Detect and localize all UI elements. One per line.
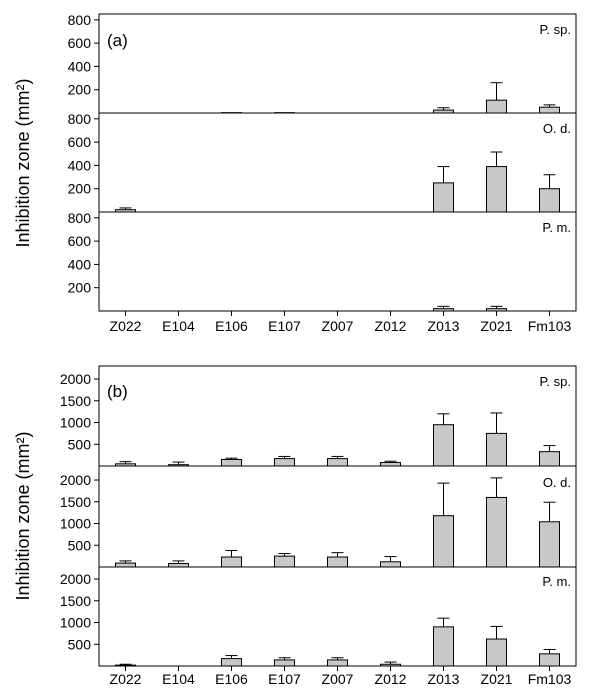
x-tick-label: E107 bbox=[268, 671, 301, 687]
bar bbox=[380, 561, 401, 568]
x-tick-label: Z021 bbox=[481, 318, 513, 334]
plot-frame bbox=[98, 13, 577, 312]
x-tick-label: E106 bbox=[215, 318, 248, 334]
bar bbox=[539, 106, 560, 114]
panel-label: (a) bbox=[107, 31, 128, 50]
y-tick-label: 1500 bbox=[60, 593, 91, 609]
bar bbox=[486, 638, 507, 667]
bar bbox=[539, 653, 560, 667]
bar bbox=[380, 663, 401, 667]
bar bbox=[433, 182, 454, 213]
bar bbox=[115, 562, 136, 568]
bar bbox=[539, 188, 560, 213]
y-tick-label: 500 bbox=[68, 537, 92, 553]
bar bbox=[433, 109, 454, 114]
y-tick-label: 1000 bbox=[60, 516, 91, 532]
subpanel-label: P. m. bbox=[542, 574, 571, 589]
bar bbox=[115, 463, 136, 467]
bar bbox=[433, 515, 454, 568]
y-tick-label: 600 bbox=[68, 35, 92, 51]
bar bbox=[221, 658, 242, 667]
y-tick-label: 1500 bbox=[60, 494, 91, 510]
y-tick-label: 600 bbox=[68, 134, 92, 150]
y-axis-label: Inhibition zone (mm²) bbox=[13, 431, 33, 600]
y-tick-label: 2000 bbox=[60, 472, 91, 488]
bar bbox=[433, 626, 454, 667]
x-tick-label: Fm103 bbox=[528, 671, 572, 687]
bar bbox=[486, 308, 507, 312]
x-tick-label: Z022 bbox=[110, 671, 142, 687]
y-tick-label: 500 bbox=[68, 636, 92, 652]
y-tick-label: 500 bbox=[68, 436, 92, 452]
bar bbox=[433, 308, 454, 312]
y-tick-label: 200 bbox=[68, 181, 92, 197]
y-tick-label: 2000 bbox=[60, 371, 91, 387]
bar bbox=[115, 664, 136, 667]
y-tick-label: 400 bbox=[68, 157, 92, 173]
bar bbox=[221, 556, 242, 568]
bar bbox=[486, 432, 507, 467]
y-tick-label: 600 bbox=[68, 233, 92, 249]
y-tick-label: 800 bbox=[68, 111, 92, 127]
bar bbox=[168, 464, 189, 467]
bar bbox=[486, 166, 507, 213]
bar bbox=[327, 556, 348, 568]
y-tick-label: 200 bbox=[68, 82, 92, 98]
x-tick-label: Z012 bbox=[375, 671, 407, 687]
x-tick-label: Z007 bbox=[322, 671, 354, 687]
bar bbox=[327, 659, 348, 667]
y-tick-label: 400 bbox=[68, 256, 92, 272]
subpanel-label: O. d. bbox=[543, 475, 571, 490]
x-tick-label: E107 bbox=[268, 318, 301, 334]
x-tick-label: E104 bbox=[162, 671, 195, 687]
bar bbox=[221, 458, 242, 467]
y-axis-label: Inhibition zone (mm²) bbox=[13, 78, 33, 247]
panel-label: (b) bbox=[107, 382, 128, 401]
x-tick-label: E104 bbox=[162, 318, 195, 334]
bar bbox=[486, 99, 507, 114]
y-tick-label: 2000 bbox=[60, 571, 91, 587]
bar bbox=[433, 424, 454, 467]
y-tick-label: 400 bbox=[68, 58, 92, 74]
y-tick-label: 1500 bbox=[60, 393, 91, 409]
y-tick-label: 200 bbox=[68, 280, 92, 296]
y-tick-label: 800 bbox=[68, 12, 92, 28]
bar bbox=[274, 555, 295, 568]
y-tick-label: 1000 bbox=[60, 415, 91, 431]
subpanel-label: P. sp. bbox=[539, 22, 571, 37]
bar bbox=[168, 563, 189, 568]
bar bbox=[274, 458, 295, 467]
x-tick-label: E106 bbox=[215, 671, 248, 687]
bar bbox=[539, 521, 560, 568]
x-tick-label: Z022 bbox=[110, 318, 142, 334]
y-tick-label: 800 bbox=[68, 210, 92, 226]
bar bbox=[380, 462, 401, 467]
y-tick-label: 1000 bbox=[60, 615, 91, 631]
x-tick-label: Z013 bbox=[428, 671, 460, 687]
bar bbox=[274, 659, 295, 667]
x-tick-label: Z013 bbox=[428, 318, 460, 334]
subpanel-label: P. m. bbox=[542, 220, 571, 235]
bar bbox=[115, 209, 136, 213]
x-tick-label: Fm103 bbox=[528, 318, 572, 334]
subpanel-label: P. sp. bbox=[539, 374, 571, 389]
x-tick-label: Z012 bbox=[375, 318, 407, 334]
x-tick-label: Z007 bbox=[322, 318, 354, 334]
bar bbox=[486, 496, 507, 568]
bar bbox=[327, 458, 348, 467]
x-tick-label: Z021 bbox=[481, 671, 513, 687]
bar bbox=[539, 451, 560, 467]
subpanel-label: O. d. bbox=[543, 121, 571, 136]
